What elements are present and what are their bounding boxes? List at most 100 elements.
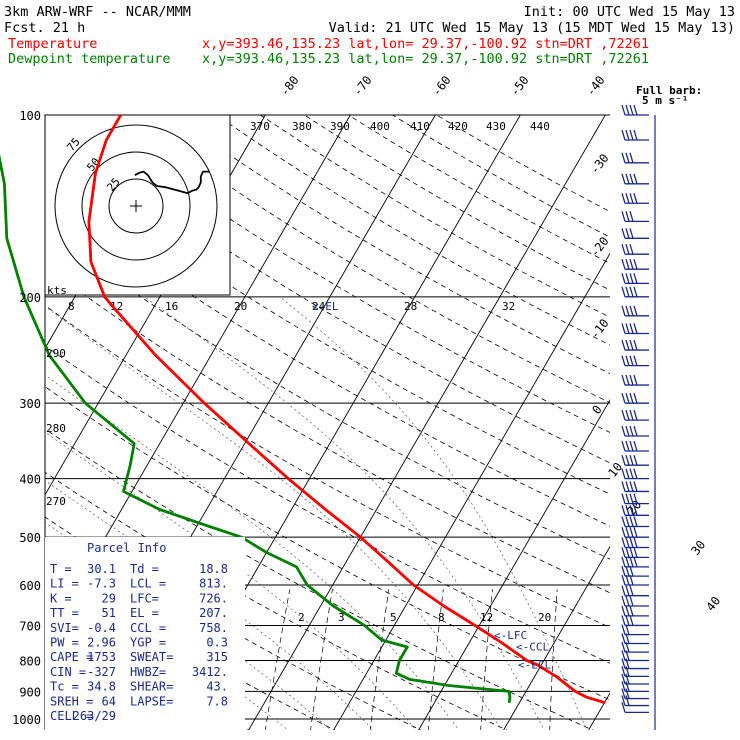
dewpoint-legend: Dewpoint temperature	[8, 51, 171, 67]
wind-barb-feather	[621, 633, 626, 644]
wind-barb-feather	[633, 468, 638, 479]
wind-barb-feather	[621, 455, 626, 466]
wind-barb-feather	[621, 173, 626, 185]
theta-label: 440	[530, 120, 550, 133]
parcel-info-label: EL =	[130, 606, 159, 620]
wind-barb-feather	[625, 565, 630, 577]
wind-barb-feather	[625, 425, 630, 437]
wind-barb	[621, 666, 649, 678]
parcel-info-value: 2.96	[87, 636, 116, 650]
wind-barb-feather	[625, 547, 630, 558]
hodo-unit: kts	[47, 284, 67, 297]
parcel-info-label: SHEAR=	[130, 680, 173, 694]
wind-barb-feather	[625, 258, 630, 270]
parcel-info-label: T =	[50, 562, 72, 576]
dry-adiabat	[436, 115, 610, 213]
isotherm-label: 40	[703, 594, 723, 614]
wind-barb-feather	[621, 595, 626, 607]
barb-legend-title: Full barb:	[636, 84, 702, 97]
wind-barb-feather	[629, 104, 634, 116]
parcel-info-value: 34.8	[87, 680, 116, 694]
dry-adiabat	[392, 115, 610, 238]
parcel-info-value: 726.	[199, 591, 228, 605]
wind-barb-feather	[633, 455, 638, 466]
wind-barb-feather	[633, 323, 638, 334]
wind-barb-feather	[629, 228, 634, 239]
theta-label: 420	[448, 120, 468, 133]
wind-barb-feather	[633, 374, 638, 386]
wind-barb-feather	[621, 104, 626, 116]
temperature-legend: Temperature	[8, 36, 97, 52]
wind-barb-feather	[629, 440, 634, 452]
mixing-ratio-line	[310, 589, 333, 730]
wind-barb-feather	[621, 666, 626, 677]
parcel-info-label: SVI=	[50, 621, 79, 635]
wind-barb-feather	[621, 537, 626, 548]
wind-barb-feather	[625, 273, 630, 284]
isotherm-label: -30	[587, 151, 611, 177]
wind-barb-feather	[621, 425, 626, 437]
wind-barb-feather	[633, 339, 638, 351]
wind-barb-feather	[621, 702, 626, 713]
parcel-info-label: K =	[50, 591, 72, 605]
wind-barb	[621, 355, 649, 367]
wind-barb-feather	[629, 273, 634, 284]
wind-barb-feather	[633, 173, 638, 185]
theta-label: 400	[370, 120, 390, 133]
wind-barb-feather	[629, 547, 634, 558]
wind-barb-feather	[625, 440, 630, 452]
wind-barb-feather	[633, 547, 638, 558]
wind-barb-feather	[629, 355, 634, 366]
wind-barb-feather	[633, 493, 638, 504]
mixing-ratio-label: 3	[338, 611, 345, 624]
hodograph-trace	[134, 170, 210, 195]
pressure-label-600: 600	[19, 579, 41, 593]
wind-barb	[621, 624, 649, 636]
dry-adiabat	[45, 265, 610, 594]
wind-barb-feather	[625, 526, 630, 538]
mixing-ratio-label: 5	[390, 611, 397, 624]
pressure-label-700: 700	[19, 619, 41, 633]
wind-barb-feather	[625, 658, 630, 669]
mixing-ratio-label: 20	[538, 611, 551, 624]
isotherm	[418, 399, 610, 730]
wind-barb	[621, 537, 649, 549]
wind-barb-feather	[625, 595, 630, 607]
parcel-info-value: 758.	[199, 621, 228, 635]
wind-barb-feather	[629, 339, 634, 351]
wind-barb	[621, 681, 649, 693]
wind-barb-feather	[633, 129, 638, 141]
wind-barb-feather	[633, 193, 638, 204]
isotherm-label: -40	[583, 73, 607, 99]
wind-barb-feather	[621, 211, 626, 222]
isotherm	[333, 252, 610, 730]
theta-label: 370	[250, 120, 270, 133]
wind-barb-feather	[629, 193, 634, 204]
parcel-info-label: SREH =	[50, 694, 93, 708]
wind-barb-feather	[621, 305, 626, 316]
wind-barb-feather	[621, 409, 626, 421]
wind-barb-feather	[621, 615, 626, 626]
wind-barb-feather	[633, 305, 638, 316]
wind-barb-feather	[633, 440, 638, 452]
wind-barb-feather	[629, 526, 634, 538]
theta-label: 430	[486, 120, 506, 133]
isotherm-label: -10	[587, 316, 611, 342]
wind-barb-feather	[625, 537, 630, 548]
isotherm-label: 0	[589, 403, 604, 417]
wind-barb	[621, 526, 649, 538]
wind-barb-feather	[629, 565, 634, 577]
parcel-info-label: CAPE =	[50, 650, 93, 664]
temperature-curve	[87, 114, 606, 705]
wind-barb	[621, 305, 649, 317]
parcel-info-value: -327	[87, 665, 116, 679]
wind-barb-feather	[625, 574, 630, 586]
theta-label: 290	[46, 347, 66, 360]
hodo-ring	[108, 178, 164, 234]
wind-barb-feather	[633, 556, 638, 568]
wind-barb	[621, 323, 649, 335]
wind-barb-feather	[625, 286, 630, 298]
valid-time: Valid: 21 UTC Wed 15 May 13 (15 MDT Wed …	[329, 20, 735, 36]
parcel-info-value: 18.8	[199, 562, 228, 576]
wind-barb-feather	[625, 681, 630, 692]
